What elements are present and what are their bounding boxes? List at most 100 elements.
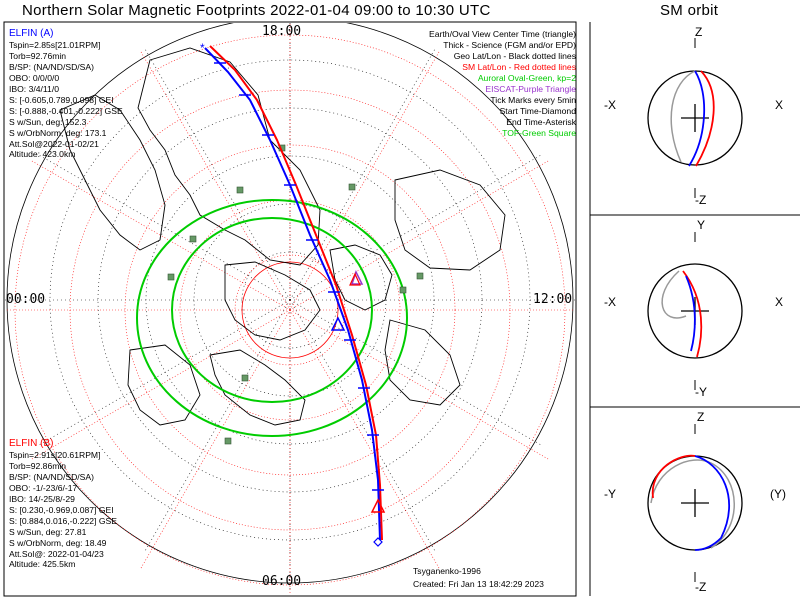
panel0-left-label: -X — [604, 98, 616, 112]
sm-orbit-panel-xz — [647, 38, 743, 198]
info-line: Att.Sol@: 2022-01-04/23 — [9, 548, 104, 559]
panel1-left-label: -X — [604, 295, 616, 309]
panel2-left-label: -Y — [604, 487, 616, 501]
coastline — [59, 94, 166, 251]
orbit-elfin-a — [694, 455, 731, 551]
elfin-b-track — [209, 45, 383, 541]
elfin-a-info: ELFIN (A) Tspin=2.85s[21.01RPM] Torb=92.… — [9, 28, 123, 160]
info-line: S w/Sun, deg: 152.3 — [9, 116, 87, 127]
sm-latitude-circle — [179, 199, 401, 421]
info-line: IBO: 3/4/11/0 — [9, 83, 60, 94]
info-line: S: [0.884,0.016,-0.222] GSE — [9, 515, 117, 526]
start-diamond — [373, 537, 383, 547]
info-line: S: [0.230,-0.969,0.087] GEI — [9, 504, 114, 515]
tof-square — [224, 437, 232, 445]
sm-orbit-panel-yz — [647, 424, 743, 582]
panel2-bottom-label: -Z — [695, 580, 707, 594]
info-line: S: [-0.888,-0.401,-0.222] GSE — [9, 105, 123, 116]
sm-meridian — [289, 159, 550, 311]
created-timestamp: Created: Fri Jan 13 18:42:29 2023 — [413, 579, 544, 589]
coastline — [209, 349, 306, 426]
coastlines — [59, 47, 506, 426]
end-asterisk: * — [200, 41, 205, 55]
sm-orbit-panel-xy — [647, 232, 743, 390]
earth-circle — [647, 263, 743, 359]
sm-meridian — [139, 309, 291, 570]
orbit-gray — [661, 270, 687, 319]
legend-item: SM Lat/Lon - Red dotted lines — [462, 61, 576, 72]
sm-latitude-circle — [14, 34, 566, 586]
tof-stations — [167, 144, 424, 445]
panel1-right-label: X — [775, 295, 784, 309]
geo-meridian — [38, 299, 291, 446]
coastline — [224, 261, 321, 341]
coastline — [394, 169, 506, 271]
coastline — [137, 47, 321, 266]
model-credit: Tsyganenko-1996 — [413, 566, 481, 576]
info-line: OBO: -1/-23/6/-17 — [9, 482, 78, 493]
tof-square — [167, 273, 175, 281]
info-line: S w/OrbNorm, deg: 18.49 — [9, 537, 107, 548]
orbit-elfin-a — [685, 275, 696, 352]
info-line: IBO: 14/-25/8/-29 — [9, 493, 75, 504]
oval-inner — [171, 217, 373, 403]
orbit-elfin-b — [652, 454, 696, 499]
geo-meridian — [38, 154, 291, 301]
legend-item: Geo Lat/Lon - Black dotted lines — [453, 50, 576, 61]
sm-meridian — [289, 309, 441, 570]
info-line: Tspin=2.91s[20.61RPM] — [9, 449, 101, 460]
geo-meridian — [289, 48, 436, 301]
tof-square — [416, 272, 424, 280]
legend-item: Auroral Oval-Green, kp=2 — [477, 72, 576, 83]
geo-meridian — [289, 299, 542, 446]
legend-item: TOF-Green Square — [502, 127, 576, 138]
tof-square — [236, 186, 244, 194]
panel0-bottom-label: -Z — [695, 193, 707, 207]
panel0-top-label: Z — [695, 25, 703, 39]
legend-item: Earth/Oval View Center Time (triangle) — [429, 29, 576, 39]
info-line: Altitude: 425.5km — [9, 559, 76, 570]
info-line: Tspin=2.85s[21.01RPM] — [9, 39, 101, 50]
tof-square — [348, 183, 356, 191]
sm-meridian — [139, 50, 291, 311]
legend-item: EISCAT-Purple Triangle — [485, 83, 576, 94]
satellite-tracks: * — [200, 41, 386, 547]
info-line: S w/OrbNorm, deg: 173.1 — [9, 127, 107, 138]
geo-meridian — [144, 48, 291, 301]
elfin-a-track — [204, 47, 381, 541]
legend: Earth/Oval View Center Time (triangle) T… — [429, 29, 576, 139]
info-line: Torb=92.86min — [9, 460, 67, 471]
legend-item: Start Time-Diamond — [499, 105, 576, 116]
orbit-gray — [650, 459, 735, 549]
info-line: Att.Sol@2022-01-02/21 — [9, 138, 99, 149]
info-line: OBO: 0/0/0/0 — [9, 72, 60, 83]
sm-meridian — [289, 50, 441, 311]
coastline — [384, 319, 461, 406]
sm-meridian — [30, 159, 291, 311]
elfin-b-triangle-2 — [349, 272, 361, 286]
info-line: S: [-0.605,0.789,0.098] GEI — [9, 94, 114, 105]
panel1-top-label: Y — [697, 218, 706, 232]
orbit-elfin-a — [688, 70, 706, 167]
legend-item: End Time-Asterisk — [506, 116, 576, 127]
sm-meridian — [289, 309, 550, 461]
elfin-a-center-triangle — [330, 316, 346, 331]
info-line: S w/Sun, deg: 27.81 — [9, 526, 87, 537]
legend-item: Tick Marks every 5min — [490, 94, 576, 105]
sm-orbit-title: SM orbit — [660, 2, 719, 19]
info-line: Altitude: 423.0km — [9, 149, 76, 160]
info-line: Torb=92.76min — [9, 50, 67, 61]
elfin-b-info: ELFIN (B) Tspin=2.91s[20.61RPM] Torb=92.… — [9, 438, 117, 570]
tof-square — [399, 286, 407, 294]
tof-square — [241, 374, 249, 382]
oval-outer — [136, 199, 408, 437]
auroral-oval — [136, 199, 408, 437]
eiscat-triangle — [350, 270, 364, 285]
elfin-b-header: ELFIN (B) — [9, 438, 54, 449]
coastline — [329, 244, 393, 311]
hour-label-top: 18:00 — [262, 24, 302, 39]
panel1-bottom-label: -Y — [695, 385, 707, 399]
tof-square — [189, 235, 197, 243]
legend-item: Thick - Science (FGM and/or EPD) — [443, 39, 576, 50]
